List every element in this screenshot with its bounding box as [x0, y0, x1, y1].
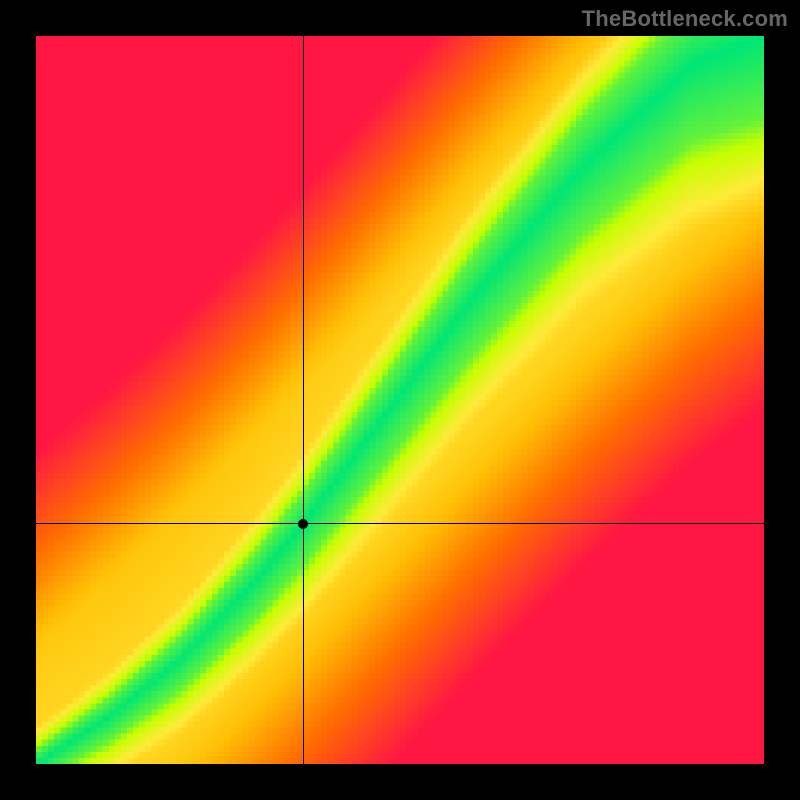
- crosshair-vertical: [303, 36, 304, 764]
- chart-frame: TheBottleneck.com: [0, 0, 800, 800]
- watermark-text: TheBottleneck.com: [582, 6, 788, 32]
- crosshair-horizontal: [36, 523, 764, 524]
- crosshair-marker-dot: [298, 519, 308, 529]
- heatmap-plot-area: [36, 36, 764, 764]
- heatmap-canvas: [36, 36, 764, 764]
